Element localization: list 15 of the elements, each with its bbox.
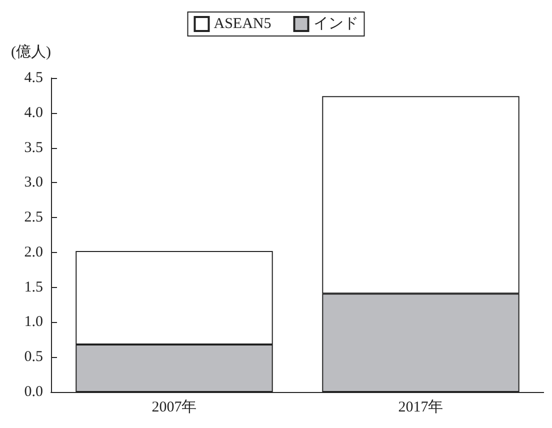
y-axis-title: (億人) — [10, 44, 51, 60]
y-tick-label: 3.5 — [24, 140, 43, 156]
y-tick-label: 1.5 — [24, 279, 43, 296]
y-tick-label: 2.5 — [24, 210, 43, 226]
y-tick-label: 1.0 — [24, 314, 43, 330]
x-tick-label: 2007年 — [152, 398, 197, 416]
y-tick-label: 2.0 — [24, 244, 43, 260]
legend-label: ASEAN5 — [214, 16, 272, 32]
legend-label: インド — [313, 16, 358, 32]
y-tick-label: 0.5 — [24, 349, 43, 366]
y-tick-label: 0.0 — [24, 384, 43, 400]
y-tick-label: 4.0 — [24, 104, 43, 121]
y-tick-label: 4.5 — [24, 70, 43, 86]
x-tick-label: 2017年 — [398, 398, 444, 416]
y-tick-label: 3.0 — [24, 174, 43, 191]
